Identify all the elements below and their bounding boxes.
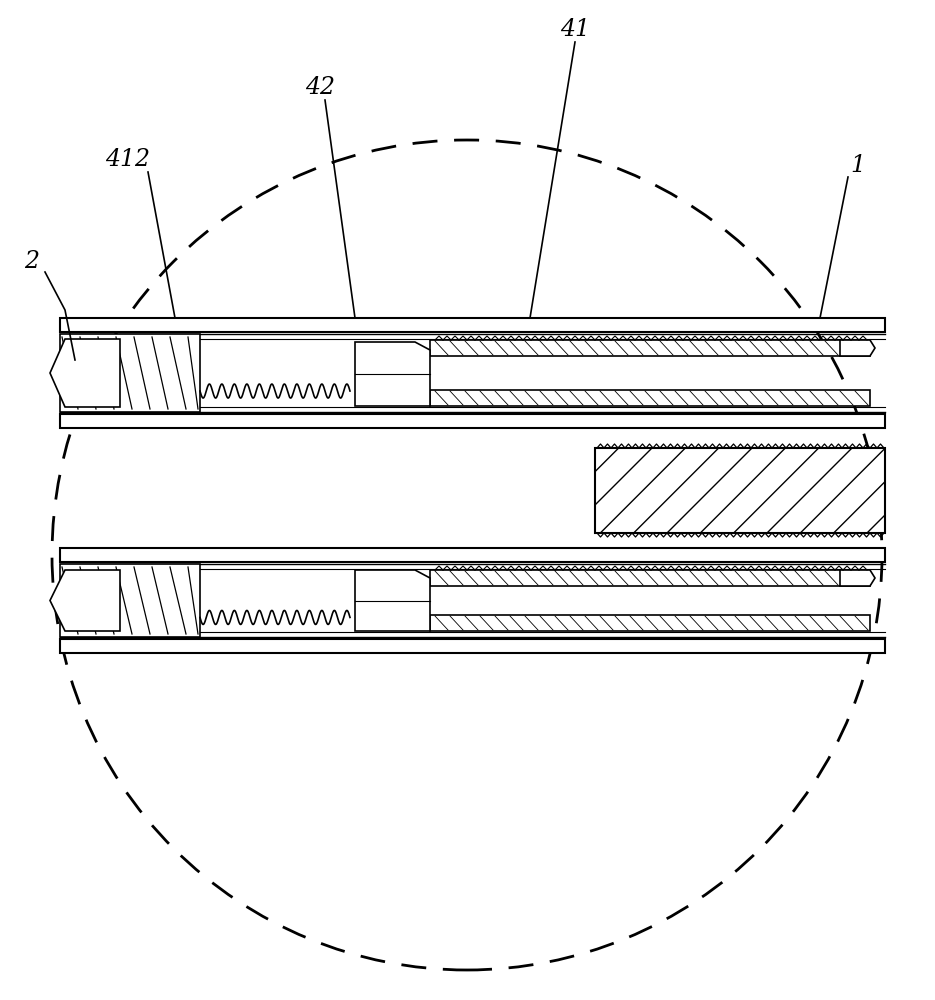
Polygon shape [430, 615, 870, 631]
Polygon shape [430, 340, 870, 356]
Text: 412: 412 [106, 148, 151, 172]
Polygon shape [60, 564, 200, 637]
Polygon shape [840, 570, 875, 586]
Bar [60, 318, 885, 332]
Polygon shape [430, 570, 870, 586]
Bar [595, 448, 885, 533]
Bar [60, 639, 885, 653]
Polygon shape [430, 390, 870, 406]
Text: 2: 2 [24, 250, 39, 273]
Polygon shape [50, 339, 120, 407]
Polygon shape [840, 340, 875, 356]
Polygon shape [50, 570, 120, 631]
Text: 1: 1 [851, 153, 866, 176]
Polygon shape [355, 570, 430, 631]
Polygon shape [355, 342, 430, 406]
Bar [60, 548, 885, 562]
Bar [60, 414, 885, 428]
Text: 42: 42 [305, 77, 335, 100]
Text: 41: 41 [560, 18, 590, 41]
Polygon shape [60, 334, 200, 412]
